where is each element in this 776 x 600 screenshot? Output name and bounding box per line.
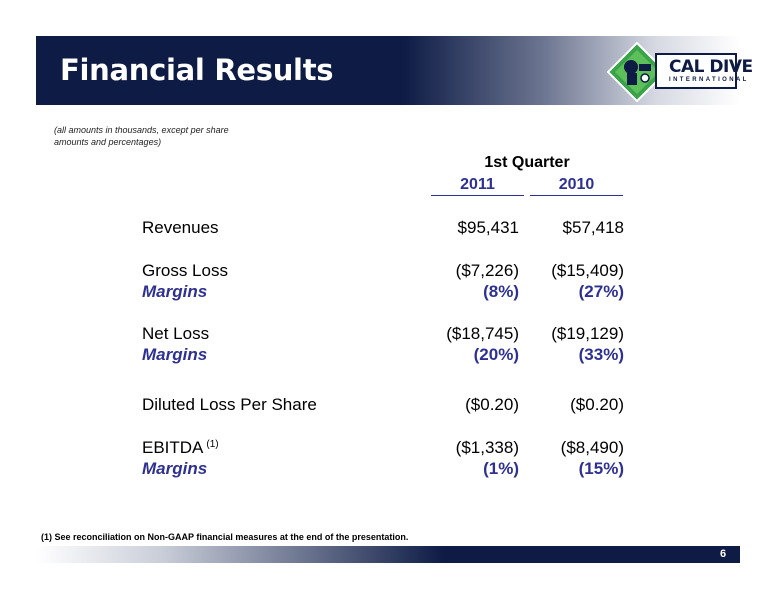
value-2010: ($0.20) xyxy=(570,395,624,414)
row-label: Revenues xyxy=(142,218,219,237)
amounts-note: (all amounts in thousands, except per sh… xyxy=(54,125,229,147)
logo-name: CAL DIVE xyxy=(669,57,753,77)
value-2010: (33%) xyxy=(578,345,624,364)
period-header: 1st Quarter xyxy=(484,154,570,171)
row-diluted-loss-per-share: Diluted Loss Per Share ($0.20) ($0.20) xyxy=(0,395,776,417)
value-2010: ($15,409) xyxy=(551,261,624,280)
year-header-2011: 2011 xyxy=(431,176,524,196)
row-net-loss: Net Loss ($18,745) ($19,129) xyxy=(0,324,776,346)
footer-bar xyxy=(36,546,740,563)
diver-diamond-icon xyxy=(607,42,667,102)
row-label: Net Loss xyxy=(142,324,210,343)
logo-subtitle: INTERNATIONAL xyxy=(669,77,749,83)
row-label: Margins xyxy=(142,282,208,301)
value-2010: (27%) xyxy=(578,282,624,301)
slide-title: Financial Results xyxy=(60,53,334,87)
row-label-ebitda: EBITDA (1) xyxy=(142,438,219,458)
row-ebitda: EBITDA (1) ($1,338) ($8,490) xyxy=(0,438,776,460)
page-number: 6 xyxy=(720,548,727,560)
row-label: Diluted Loss Per Share xyxy=(142,395,317,414)
value-2010: $57,418 xyxy=(562,218,624,237)
row-gross-loss: Gross Loss ($7,226) ($15,409) xyxy=(0,261,776,283)
value-2011: (1%) xyxy=(483,459,519,478)
row-label: Margins xyxy=(142,459,208,478)
value-2011: $95,431 xyxy=(457,218,519,237)
company-logo: CAL DIVE INTERNATIONAL xyxy=(603,40,753,104)
row-ebitda-margins: Margins (1%) (15%) xyxy=(0,459,776,481)
year-header-2010: 2010 xyxy=(530,176,623,196)
logo-wordmark: CAL DIVE INTERNATIONAL xyxy=(655,53,753,89)
value-2011: ($0.20) xyxy=(465,395,519,414)
row-gross-margins: Margins (8%) (27%) xyxy=(0,282,776,304)
value-2011: ($18,745) xyxy=(446,324,519,343)
value-2010: ($19,129) xyxy=(551,324,624,343)
row-revenues: Revenues $95,431 $57,418 xyxy=(0,218,776,240)
value-2010: (15%) xyxy=(578,459,624,478)
value-2011: ($1,338) xyxy=(455,438,519,457)
footnote-marker: (1) xyxy=(206,439,219,450)
value-2011: (20%) xyxy=(473,345,519,364)
row-label: EBITDA xyxy=(142,438,204,457)
row-label: Margins xyxy=(142,345,208,364)
value-2011: (8%) xyxy=(483,282,519,301)
value-2011: ($7,226) xyxy=(455,261,519,280)
row-label: Gross Loss xyxy=(142,261,228,280)
value-2010: ($8,490) xyxy=(560,438,624,457)
footnote: (1) See reconciliation on Non-GAAP finan… xyxy=(41,532,409,542)
row-net-margins: Margins (20%) (33%) xyxy=(0,345,776,367)
